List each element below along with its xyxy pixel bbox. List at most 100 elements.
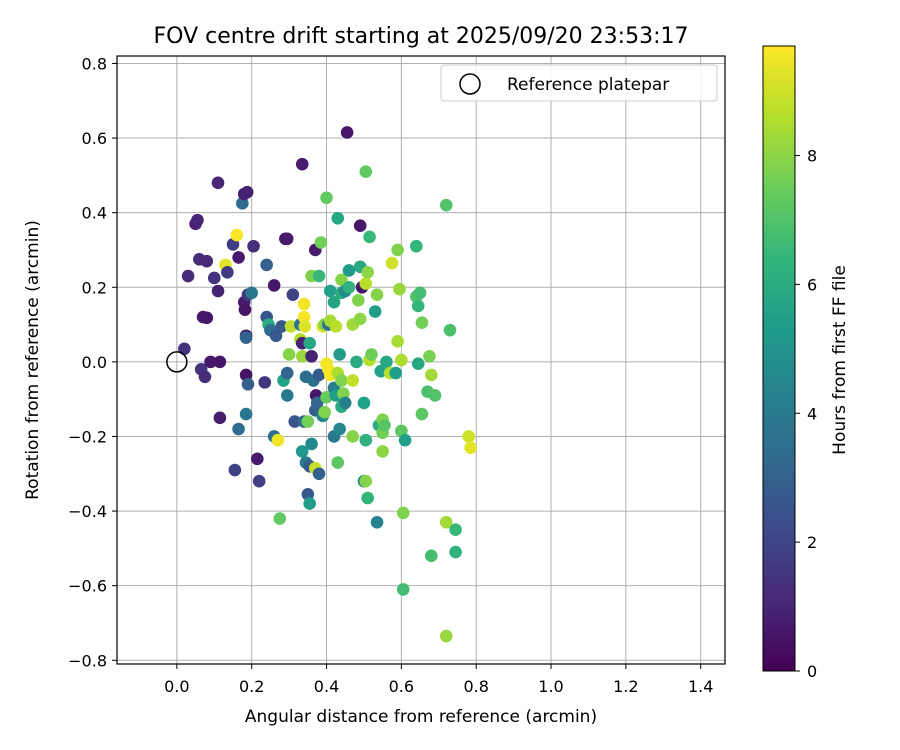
data-point [312,467,326,481]
y-axis-label: Rotation from reference (arcmin) [23,220,43,500]
data-point [443,323,457,337]
data-point [280,389,294,402]
data-point [297,297,311,311]
data-point [439,515,453,529]
data-point [232,422,245,436]
legend: Reference platepar [440,64,718,102]
data-point [295,157,309,171]
data-point [424,368,438,382]
data-point [329,320,343,333]
x-tick-label: 0.0 [164,677,189,696]
data-point [280,232,294,246]
data-point [411,299,425,313]
y-tick-label: 0.8 [82,54,107,73]
data-point [191,213,204,227]
data-points [178,126,477,643]
x-tick-label: 0.8 [463,677,488,696]
data-point [178,342,191,356]
data-point [267,279,281,292]
data-point [370,515,384,529]
data-point [282,348,296,361]
data-point [338,396,352,410]
data-point [439,629,453,643]
data-point [318,405,331,419]
data-point [428,389,442,402]
data-point [353,312,367,326]
data-point [389,366,403,380]
data-point [252,474,266,488]
data-point [423,349,436,363]
data-point [380,355,393,369]
y-tick-label: 0.2 [82,278,107,297]
data-point [284,320,298,333]
data-point [312,269,326,283]
data-point [241,377,255,391]
data-point [323,284,337,298]
data-point [424,549,438,563]
data-point [200,254,214,268]
data-point [333,348,346,361]
data-point [331,211,345,225]
data-point [232,251,245,264]
data-point [247,239,260,253]
plot-frame [116,55,726,665]
y-tick-label: −0.4 [68,502,107,521]
data-point [365,348,378,361]
data-point [346,374,360,387]
data-point [374,364,388,378]
data-point [211,284,225,298]
data-point [260,258,273,272]
data-point [298,320,312,333]
data-point [295,349,309,363]
y-tick-label: 0.4 [82,204,107,223]
y-tick-label: −0.2 [68,427,107,446]
colorbar-tick-label: 6 [807,275,817,294]
data-point [314,236,328,249]
data-point [213,411,227,425]
data-point [346,430,360,443]
legend-marker-open-circle [459,73,481,95]
data-point [221,266,234,279]
data-point [305,437,318,451]
data-point [204,355,217,369]
data-point [301,415,315,428]
data-point [462,430,476,443]
data-point [333,422,346,436]
data-point [327,295,341,309]
data-point [385,256,399,270]
data-point [350,355,363,369]
data-point [251,452,264,466]
data-point [398,433,412,447]
data-point [320,391,333,404]
data-point [273,512,287,525]
data-point [352,294,365,307]
data-point [357,396,371,410]
data-point [410,239,423,253]
y-tick-label: 0.0 [82,353,107,372]
data-point [415,316,429,329]
x-axis-label: Angular distance from reference (arcmin) [245,707,597,727]
data-point [228,463,242,477]
data-point [303,336,316,350]
data-point [361,491,374,505]
data-point [396,583,410,596]
data-point [200,311,214,325]
data-point [297,310,311,324]
data-point [239,331,253,344]
data-point [368,305,382,318]
x-tick-label: 1.4 [688,677,713,696]
x-tick-label: 1.2 [613,677,638,696]
data-point [211,176,225,190]
data-point [198,370,212,384]
chart-title: FOV centre drift starting at 2025/09/20 … [154,24,689,49]
data-point [240,185,254,199]
colorbar-tick-label: 0 [807,662,817,681]
x-tick-label: 0.4 [314,677,339,696]
data-point [353,219,367,233]
x-tick-label: 0.2 [239,677,264,696]
data-point [238,303,252,316]
data-point [464,441,477,454]
data-point [340,126,354,139]
data-point [288,415,302,428]
